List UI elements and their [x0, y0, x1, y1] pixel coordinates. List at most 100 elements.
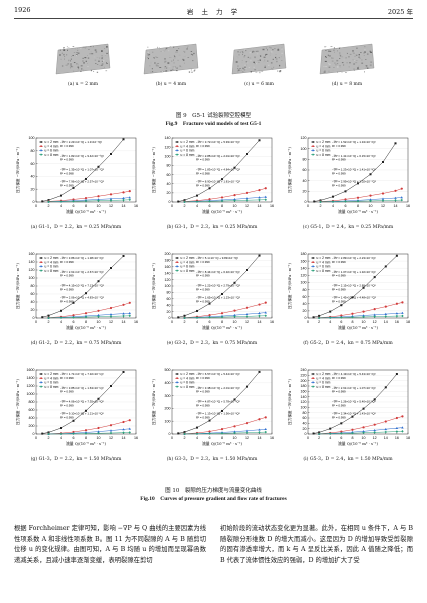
- surface-speckle: [174, 56, 176, 57]
- surface-speckle: [159, 67, 162, 68]
- surface-speckle: [147, 54, 150, 56]
- data-point: [344, 190, 347, 193]
- surface-speckle: [73, 62, 76, 63]
- data-point: [233, 313, 236, 317]
- data-point: [258, 303, 261, 306]
- fit-equation: R² = 0.999: [60, 390, 74, 394]
- surface-speckle: [77, 49, 79, 51]
- data-point: [122, 428, 125, 431]
- surface-speckle: [175, 51, 177, 53]
- data-point: [344, 198, 347, 201]
- surface-speckle: [259, 59, 261, 61]
- y-tick-label: 100: [29, 136, 35, 140]
- surface-speckle: [357, 66, 359, 68]
- chart-svg: 0 2 4 6 8 10 12 14 16 0 20 40 60 80 100 120 流量 Q/(10⁻⁶ m…: [287, 136, 410, 214]
- surface-speckle: [339, 47, 341, 49]
- x-tick-label: 14: [384, 436, 388, 440]
- fit-equation: R² = 0.999: [196, 183, 210, 187]
- surface-speckle: [71, 56, 73, 57]
- data-point: [401, 311, 404, 314]
- data-point: [47, 316, 50, 320]
- fracture-surface-image: [55, 43, 111, 75]
- data-point: [329, 310, 332, 313]
- y-tick-label: 220: [301, 374, 307, 378]
- surface-speckle: [84, 47, 86, 49]
- fig9-panels: (a) u = 2 mm (b) u = 4 mm (c) u = 6 mm (…: [50, 40, 380, 98]
- surface-speckle: [155, 65, 158, 67]
- surface-speckle: [347, 70, 349, 71]
- data-point: [340, 430, 343, 433]
- x-axis-label: 流量 Q/(10⁻⁶ m³ · s⁻¹): [66, 325, 106, 330]
- series-fit-line: [314, 143, 396, 202]
- series-fit-line: [184, 431, 266, 435]
- fit-equation: −∇P = 1.35×10⁻²Q + 1.07×10⁻⁴Q²: [60, 168, 104, 172]
- data-point: [109, 197, 113, 200]
- surface-speckle: [364, 71, 365, 73]
- surface-speckle: [254, 57, 256, 59]
- x-tick-label: 4: [332, 204, 334, 208]
- surface-speckle: [162, 51, 164, 53]
- surface-speckle: [257, 50, 259, 52]
- data-point: [84, 197, 88, 200]
- x-tick-label: 16: [406, 204, 410, 208]
- surface-speckle: [89, 53, 91, 55]
- fig10-panel-f: 0 2 4 6 8 10 12 14 16 18 0 20 40 60 80 100 120 140 160 180 流…: [284, 250, 412, 346]
- fit-equation: −∇P = 2.23×10⁻²Q + 1.3×10⁻³Q²: [60, 140, 102, 144]
- data-point: [318, 314, 321, 317]
- surface-speckle: [87, 66, 89, 67]
- x-tick-label: 16: [395, 436, 399, 440]
- surface-speckle: [352, 52, 354, 54]
- fig10-panel-caption: (h) G3-3，D = 2.3，kn = 1.50 MPa/mm: [166, 457, 258, 462]
- surface-speckle: [153, 59, 155, 60]
- y-tick-label: 60: [31, 292, 35, 296]
- surface-speckle: [349, 51, 351, 53]
- surface-speckle: [84, 57, 87, 59]
- x-tick-label: 2: [48, 436, 50, 440]
- y-tick-label: 20: [303, 190, 307, 194]
- surface-speckle: [353, 63, 355, 65]
- surface-speckle: [367, 67, 369, 69]
- surface-speckle: [270, 52, 272, 54]
- surface-speckle: [174, 62, 176, 64]
- surface-speckle: [340, 47, 343, 48]
- fit-equation: R² = 0.999: [332, 172, 346, 176]
- fit-equation: R² = 0.999: [196, 404, 210, 408]
- surface-speckle: [281, 52, 284, 54]
- data-point: [60, 194, 62, 197]
- y-tick-label: 120: [165, 145, 171, 149]
- x-tick-label: 12: [373, 320, 377, 324]
- surface-speckle: [337, 48, 339, 50]
- surface-speckle: [354, 63, 356, 65]
- fit-equation: R² = 0.999: [60, 260, 74, 264]
- data-point: [246, 269, 248, 271]
- surface-speckle: [236, 65, 238, 66]
- fit-equation: R² = 0.999: [332, 260, 346, 264]
- data-point: [233, 166, 236, 169]
- surface-speckle: [278, 57, 280, 59]
- legend-label: u = 6 mm: [45, 149, 59, 153]
- surface-speckle: [90, 51, 92, 53]
- publication-year: 2025 年: [387, 8, 413, 16]
- series-fit-line: [320, 199, 402, 203]
- data-point: [340, 314, 343, 317]
- surface-speckle: [59, 49, 61, 51]
- data-point: [208, 302, 211, 305]
- surface-speckle: [186, 48, 188, 50]
- fig9-panel-d: (d) u = 8 mm: [314, 40, 380, 90]
- data-point: [122, 138, 125, 141]
- fit-equation: R² = 0.999: [196, 299, 210, 303]
- data-point: [59, 200, 63, 203]
- data-point: [373, 428, 376, 432]
- surface-speckle: [70, 58, 72, 60]
- surface-speckle: [343, 64, 345, 66]
- data-point: [344, 200, 347, 203]
- fit-equation: −∇P = 1.22×10⁻²Q + 2.79×10⁻⁴Q²: [196, 284, 240, 288]
- surface-speckle: [244, 49, 246, 51]
- surface-speckle: [152, 62, 154, 64]
- fig10-panel-b: 0 2 4 6 8 10 12 14 16 0 20 40 60 80 100 120 140 流量 Q/(10⁻…: [148, 134, 276, 230]
- y-tick-label: 80: [31, 149, 35, 153]
- surface-speckle: [355, 62, 358, 64]
- data-point: [84, 429, 88, 432]
- surface-speckle: [330, 46, 333, 47]
- fig10-panel-i: 0 2 4 6 8 10 12 14 16 18 0 20 40 60 80 100 120 140 160 180 2…: [284, 366, 412, 462]
